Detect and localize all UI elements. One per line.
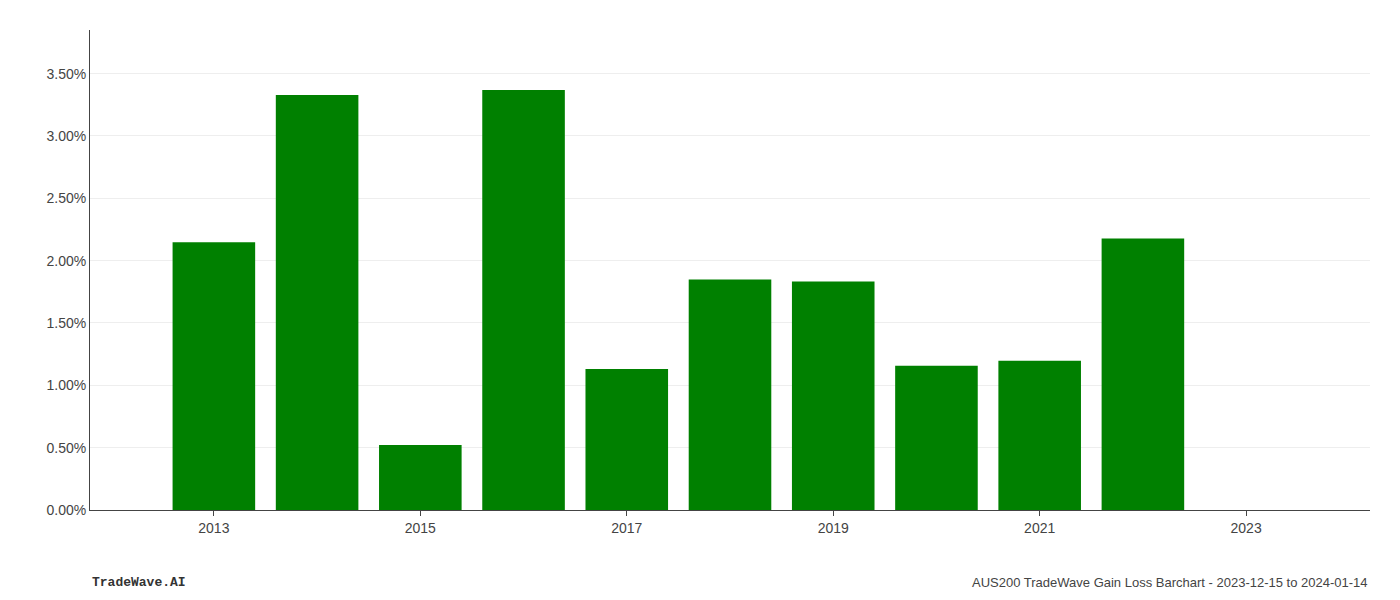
svg-text:2.00%: 2.00%	[46, 253, 86, 269]
svg-text:1.00%: 1.00%	[46, 377, 86, 393]
svg-text:2017: 2017	[611, 520, 642, 536]
svg-text:TradeWave.AI: TradeWave.AI	[92, 575, 186, 590]
svg-text:3.00%: 3.00%	[46, 128, 86, 144]
svg-text:0.00%: 0.00%	[46, 502, 86, 518]
svg-text:2.50%: 2.50%	[46, 190, 86, 206]
svg-text:2015: 2015	[405, 520, 436, 536]
svg-text:3.50%: 3.50%	[46, 66, 86, 82]
svg-text:1.50%: 1.50%	[46, 315, 86, 331]
svg-text:AUS200 TradeWave Gain Loss Bar: AUS200 TradeWave Gain Loss Barchart - 20…	[972, 575, 1368, 590]
svg-text:2019: 2019	[818, 520, 849, 536]
svg-text:2023: 2023	[1231, 520, 1262, 536]
svg-text:2013: 2013	[198, 520, 229, 536]
svg-text:2021: 2021	[1024, 520, 1055, 536]
svg-text:0.50%: 0.50%	[46, 440, 86, 456]
